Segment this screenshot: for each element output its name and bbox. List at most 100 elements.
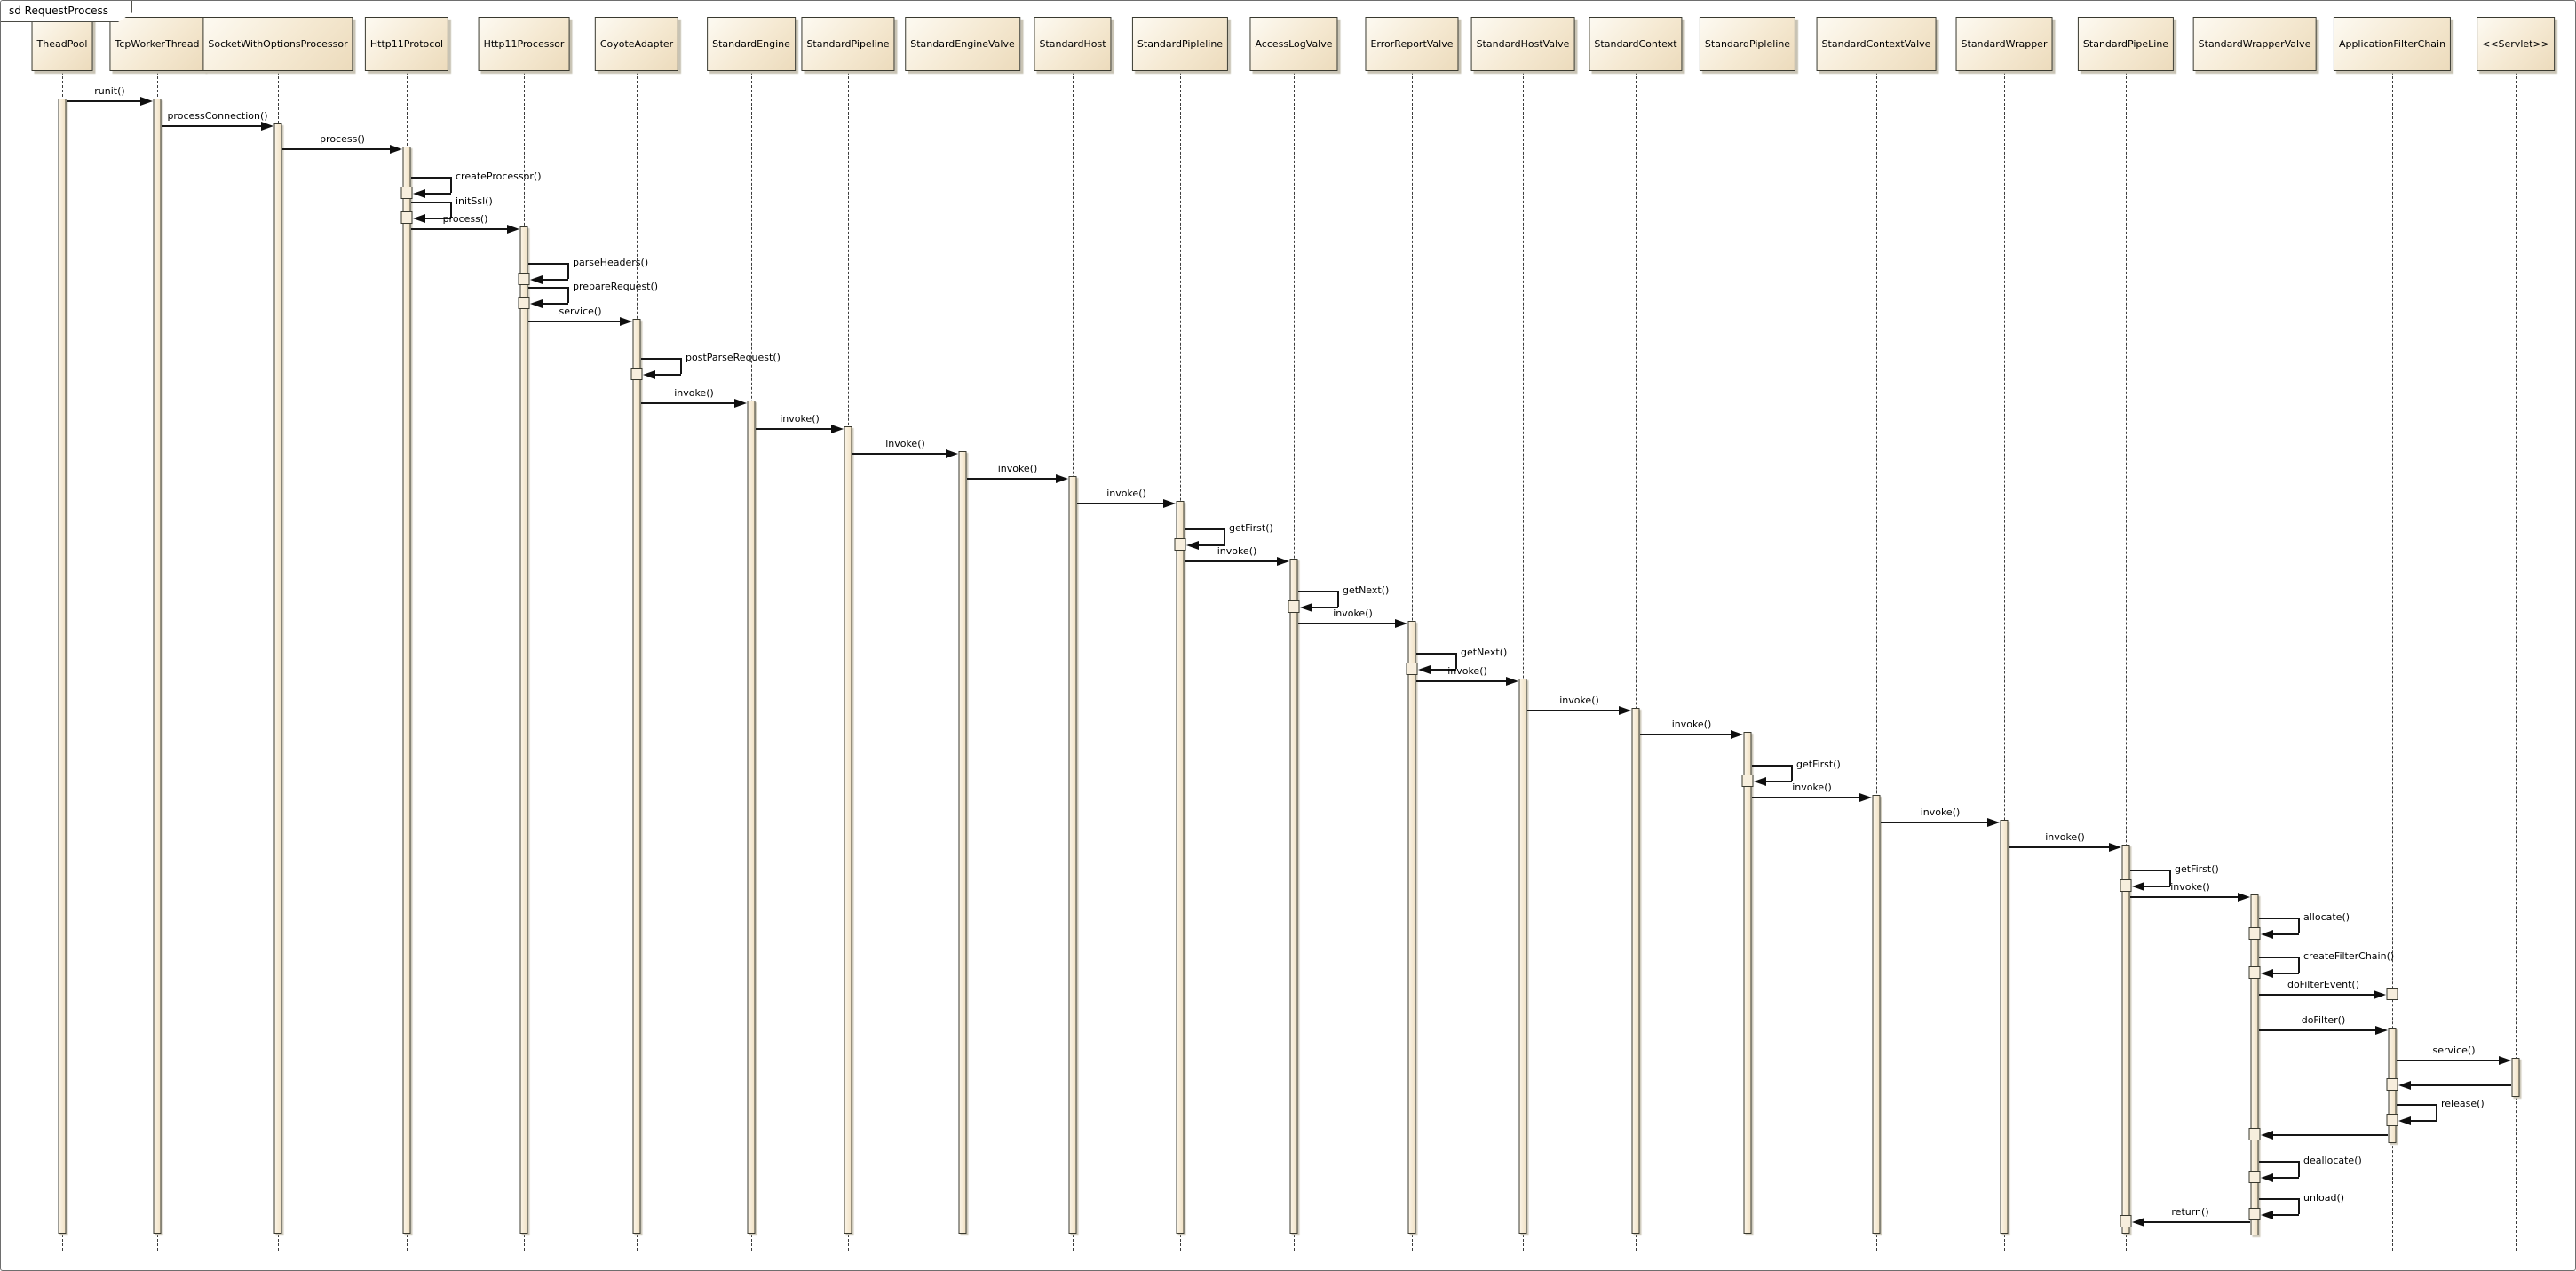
arrowhead-icon	[1056, 474, 1068, 483]
nested-activation-box	[2248, 966, 2261, 979]
message-line	[1185, 560, 1278, 562]
activation-bar	[1743, 732, 1752, 1234]
self-message-label: allocate()	[2303, 911, 2350, 923]
lifeline-header-box: TheadPool	[31, 17, 93, 71]
message-line	[2272, 933, 2299, 935]
message-line	[967, 478, 1057, 480]
message-line	[162, 125, 262, 127]
arrowhead-icon	[2398, 1081, 2411, 1090]
message-label: invoke()	[780, 413, 820, 425]
nested-activation-box	[1406, 663, 1418, 675]
message-line	[2259, 1029, 2376, 1031]
message-line-vertical	[450, 202, 452, 218]
message-line-vertical	[1455, 653, 1457, 669]
lifeline-header-box: StandardContextValve	[1816, 17, 1937, 71]
lifeline-dashed-line	[2004, 72, 2005, 1251]
arrowhead-icon	[140, 97, 153, 106]
activation-bar	[1176, 501, 1185, 1234]
arrowhead-icon	[1987, 818, 2000, 827]
lifeline-header-box: StandardHost	[1034, 17, 1112, 71]
self-message-label: getNext()	[1343, 584, 1390, 596]
arrowhead-icon	[530, 275, 543, 284]
lifeline-header-box: <<Servlet>>	[2477, 17, 2555, 71]
message-line	[2259, 994, 2374, 996]
activation-bar	[844, 426, 852, 1234]
lifeline-header-box: StandardEngine	[707, 17, 796, 71]
lifeline-header-box: StandardWrapperValve	[2192, 17, 2317, 71]
activation-bar	[1289, 559, 1298, 1234]
message-line	[1416, 653, 1456, 655]
message-line	[756, 428, 832, 430]
arrowhead-icon	[2261, 1131, 2273, 1140]
activation-bar	[1872, 795, 1881, 1234]
message-line-vertical	[2436, 1104, 2437, 1120]
message-line-vertical	[450, 177, 452, 193]
message-label: invoke()	[2170, 881, 2210, 893]
message-line	[1881, 822, 1988, 823]
message-line	[1752, 765, 1792, 767]
arrowhead-icon	[1731, 730, 1743, 739]
message-line	[411, 177, 451, 179]
arrowhead-icon	[2109, 843, 2121, 852]
message-label: invoke()	[1792, 782, 1832, 793]
message-label: invoke()	[2045, 831, 2085, 843]
message-line	[2144, 1221, 2250, 1223]
message-line	[67, 100, 141, 102]
message-line	[641, 402, 735, 404]
activation-bar	[1068, 476, 1077, 1234]
message-line	[1752, 797, 1860, 798]
activation-bar	[519, 226, 528, 1234]
arrowhead-icon	[2261, 969, 2273, 978]
message-label: return()	[2171, 1206, 2209, 1218]
message-line	[1077, 503, 1164, 504]
message-line	[2259, 1198, 2299, 1200]
arrowhead-icon	[2132, 882, 2144, 891]
nested-activation-box	[400, 187, 413, 199]
activation-bar	[273, 123, 282, 1234]
arrowhead-icon	[1754, 777, 1766, 786]
message-label: process()	[442, 213, 488, 225]
activation-bar	[632, 319, 641, 1234]
self-message-label: getFirst()	[1796, 759, 1841, 770]
message-label: invoke()	[1447, 665, 1487, 677]
activation-bar	[2121, 845, 2130, 1234]
message-line-vertical	[2298, 918, 2300, 933]
self-message-label: createFilterChain()	[2303, 950, 2395, 962]
message-label: process()	[320, 133, 365, 145]
arrowhead-icon	[1300, 603, 1312, 612]
self-message-label: initSsl()	[456, 195, 493, 207]
message-line	[2130, 870, 2170, 871]
arrowhead-icon	[413, 189, 425, 198]
message-line	[2397, 1060, 2500, 1061]
lifeline-dashed-line	[1523, 72, 1524, 1251]
message-line-vertical	[2298, 1198, 2300, 1214]
activation-bar	[2250, 894, 2259, 1235]
arrowhead-icon	[2261, 930, 2273, 939]
nested-activation-box	[2120, 879, 2132, 892]
lifeline-header-box: SocketWithOptionsProcessor	[202, 17, 353, 71]
arrowhead-icon	[2375, 1026, 2388, 1035]
arrowhead-icon	[734, 399, 747, 408]
frame-label: sd RequestProcess	[1, 1, 132, 22]
arrowhead-icon	[1395, 619, 1407, 628]
message-line	[654, 374, 681, 376]
message-line	[1430, 669, 1456, 671]
message-line	[2259, 1161, 2299, 1163]
message-line	[424, 193, 451, 195]
lifeline-header-box: AccessLogValve	[1249, 17, 1338, 71]
arrowhead-icon	[530, 299, 543, 308]
message-line	[641, 358, 681, 360]
message-line	[542, 279, 568, 281]
message-line	[542, 303, 568, 305]
activation-bar	[747, 401, 756, 1234]
message-line	[2272, 1134, 2388, 1136]
arrowhead-icon	[2261, 1173, 2273, 1182]
message-line	[1312, 607, 1338, 608]
nested-activation-box	[1174, 538, 1186, 551]
message-label: runit()	[94, 85, 125, 97]
self-message-label: getNext()	[1461, 647, 1508, 658]
message-line	[528, 263, 568, 265]
message-line	[852, 453, 947, 455]
self-message-label: prepareRequest()	[573, 281, 659, 292]
